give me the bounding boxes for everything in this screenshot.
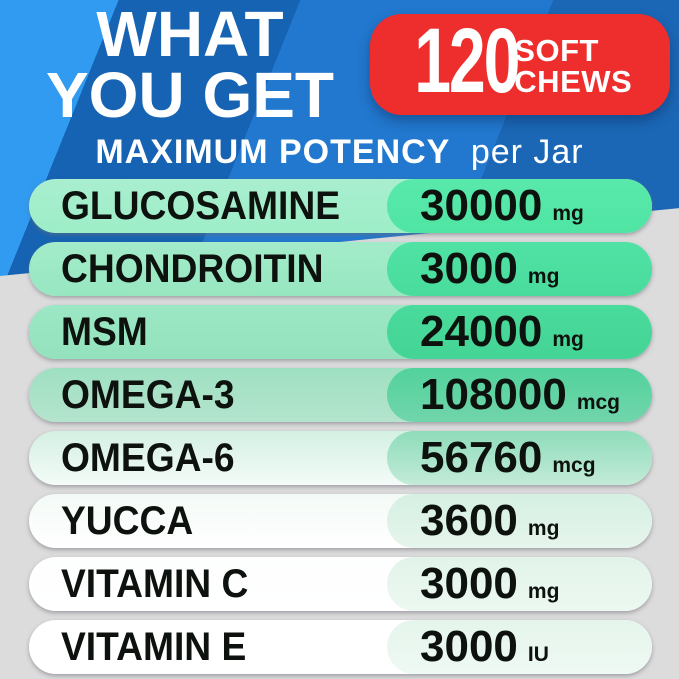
amount-value: 3000 xyxy=(420,559,518,608)
page-title: WHAT YOU GET xyxy=(5,0,375,131)
ingredient-name: VITAMIN C xyxy=(61,561,249,606)
amount-unit: mg xyxy=(527,517,560,540)
badge-unit-line-1: SOFT xyxy=(514,32,599,68)
amount-value: 56760 xyxy=(420,433,543,482)
ingredient-row: OMEGA-3 108000 mcg xyxy=(29,368,652,422)
subtitle: MAXIMUM POTENCY per Jar xyxy=(0,132,679,172)
amount-unit: mg xyxy=(552,202,584,225)
ingredient-row: CHONDROITIN 3000 mg xyxy=(29,242,652,296)
ingredient-row: VITAMIN C 3000 mg xyxy=(29,557,652,611)
badge-unit-line-2: CHEWS xyxy=(514,63,633,99)
ingredient-name: CHONDROITIN xyxy=(61,246,324,291)
amount-unit: IU xyxy=(527,643,549,666)
ingredient-amount: 56760 mcg xyxy=(420,433,596,483)
amount-value: 3000 xyxy=(420,244,518,293)
amount-unit: mcg xyxy=(552,454,596,477)
ingredient-name: OMEGA-3 xyxy=(61,372,235,417)
ingredient-name: YUCCA xyxy=(61,498,194,543)
subtitle-regular: per Jar xyxy=(470,133,584,171)
ingredient-name: VITAMIN E xyxy=(61,624,247,669)
ingredient-row: OMEGA-6 56760 mcg xyxy=(29,431,652,485)
amount-value: 24000 xyxy=(420,307,543,356)
ingredient-amount-cell: 3000 mg xyxy=(387,557,652,611)
ingredient-amount-cell: 30000 mg xyxy=(387,179,652,233)
ingredient-amount-cell: 3000 IU xyxy=(387,620,652,674)
subtitle-bold: MAXIMUM POTENCY xyxy=(95,133,451,171)
ingredient-row: GLUCOSAMINE 30000 mg xyxy=(29,179,652,233)
ingredient-amount-cell: 24000 mg xyxy=(387,305,652,359)
ingredient-amount: 108000 mcg xyxy=(420,370,620,420)
ingredient-amount-cell: 3000 mg xyxy=(387,242,652,296)
ingredient-amount: 3000 mg xyxy=(420,244,559,294)
ingredient-amount: 24000 mg xyxy=(420,307,584,357)
ingredient-amount: 3000 mg xyxy=(420,559,559,609)
amount-value: 3000 xyxy=(420,622,518,671)
ingredient-amount: 3000 IU xyxy=(420,622,549,672)
ingredient-amount-cell: 3600 mg xyxy=(387,494,652,548)
title-line-1: WHAT xyxy=(96,0,284,70)
title-line-2: YOU GET xyxy=(45,59,335,131)
amount-unit: mg xyxy=(552,328,584,351)
ingredient-name: GLUCOSAMINE xyxy=(61,183,340,228)
amount-unit: mg xyxy=(527,580,560,603)
badge-unit-label: SOFT CHEWS xyxy=(514,35,632,97)
badge-count: 120 xyxy=(414,10,520,112)
ingredient-name: OMEGA-6 xyxy=(61,435,235,480)
ingredient-row: YUCCA 3600 mg xyxy=(29,494,652,548)
ingredient-table: GLUCOSAMINE 30000 mg CHONDROITIN 3000 mg… xyxy=(29,179,652,674)
amount-value: 108000 xyxy=(420,370,567,419)
ingredient-amount: 30000 mg xyxy=(420,181,584,231)
amount-value: 30000 xyxy=(420,181,543,230)
ingredient-row: MSM 24000 mg xyxy=(29,305,652,359)
amount-unit: mg xyxy=(527,265,560,288)
ingredient-amount-cell: 108000 mcg xyxy=(387,368,652,422)
ingredient-amount-cell: 56760 mcg xyxy=(387,431,652,485)
amount-value: 3600 xyxy=(420,496,518,545)
ingredient-amount: 3600 mg xyxy=(420,496,559,546)
amount-unit: mcg xyxy=(576,391,621,414)
ingredient-row: VITAMIN E 3000 IU xyxy=(29,620,652,674)
ingredient-name: MSM xyxy=(61,309,148,354)
soft-chews-count-badge: 120 SOFT CHEWS xyxy=(370,10,670,115)
